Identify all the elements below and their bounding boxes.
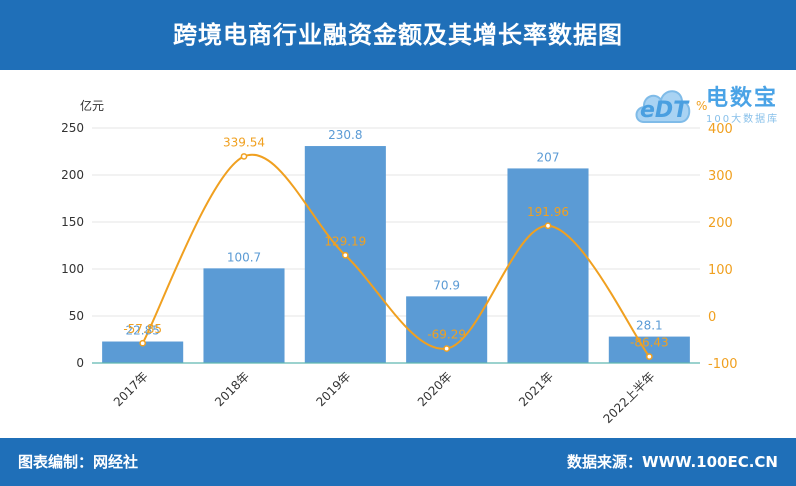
bar-value-label: 22.85 [125,324,159,338]
chart-credit: 图表编制：网经社 [18,453,139,471]
title-bar: 跨境电商行业融资金额及其增长率数据图 [0,0,796,70]
x-tick-label: 2020年 [415,369,455,409]
line-value-label: 129.19 [324,234,366,248]
logo-subtitle: 100大数据库 [706,114,780,125]
page-title: 跨境电商行业融资金额及其增长率数据图 [173,21,623,49]
bar-value-label: 70.9 [433,278,460,292]
y-left-tick-label: 200 [61,168,84,182]
y-right-tick-label: 200 [708,216,733,231]
y-left-tick-label: 50 [69,309,84,323]
x-tick-label: 2018年 [212,369,252,409]
bar-value-label: 100.7 [227,250,261,264]
line-value-label: -69.29 [427,328,466,342]
x-tick-label: 2022上半年 [600,369,657,426]
bar [203,268,285,363]
line-series [139,153,653,360]
line-value-label: -57.85 [123,322,162,336]
axes: 0 50 100 150 200 250 -100 0 100 200 300 400 亿元 % 2017年… [61,98,737,426]
y-left-tick-label: 250 [61,121,84,135]
bar-value-label: 230.8 [328,128,362,142]
bar-series [102,146,690,363]
logo-name: 电数宝 [706,86,779,111]
line-value-label: 339.54 [223,135,265,149]
line-point [645,353,653,360]
x-tick-label: 2021年 [516,369,556,409]
bar-value-label: 207 [537,150,560,164]
y-right-tick-label: -100 [708,357,738,372]
line-point [544,222,552,230]
logo: eDT 电数宝 100大数据库 [626,74,796,134]
y-right-tick-label: 300 [708,169,733,184]
logo-mark: eDT [640,98,689,123]
line-point [443,345,451,352]
y-left-tick-label: 0 [76,356,84,370]
line-point [139,339,147,347]
grid [92,127,700,317]
line-value-label: 191.96 [527,205,569,219]
x-tick-label: 2019年 [313,369,353,409]
line-point [341,251,349,259]
line-value-label: -86.43 [630,336,669,350]
y-right-tick-label: 0 [708,310,716,325]
y-right-tick-label: 100 [708,263,733,278]
y-left-unit: 亿元 [80,98,104,113]
bar-value-label: 28.1 [636,319,663,333]
y-right-tick-label: 400 [708,122,733,137]
data-labels: 22.85 100.7 230.8 70.9 207 28.1 -57.85 339.54 12… [123,128,668,350]
line-point [240,153,248,160]
y-left-tick-label: 150 [61,215,84,229]
bar [507,168,589,363]
growth-rate-line [141,153,651,358]
x-tick-label: 2017年 [111,369,151,409]
y-right-unit: % [696,99,707,113]
data-source: 数据来源：WWW.100EC.CN [567,453,778,471]
bar [102,341,184,363]
chart: 22.85 100.7 230.8 70.9 207 28.1 -57.85 339.54 12… [61,98,737,426]
footer-bar: 图表编制：网经社 数据来源：WWW.100EC.CN [0,438,796,486]
y-left-tick-label: 100 [61,262,84,276]
cloud-logo-icon [635,90,691,123]
